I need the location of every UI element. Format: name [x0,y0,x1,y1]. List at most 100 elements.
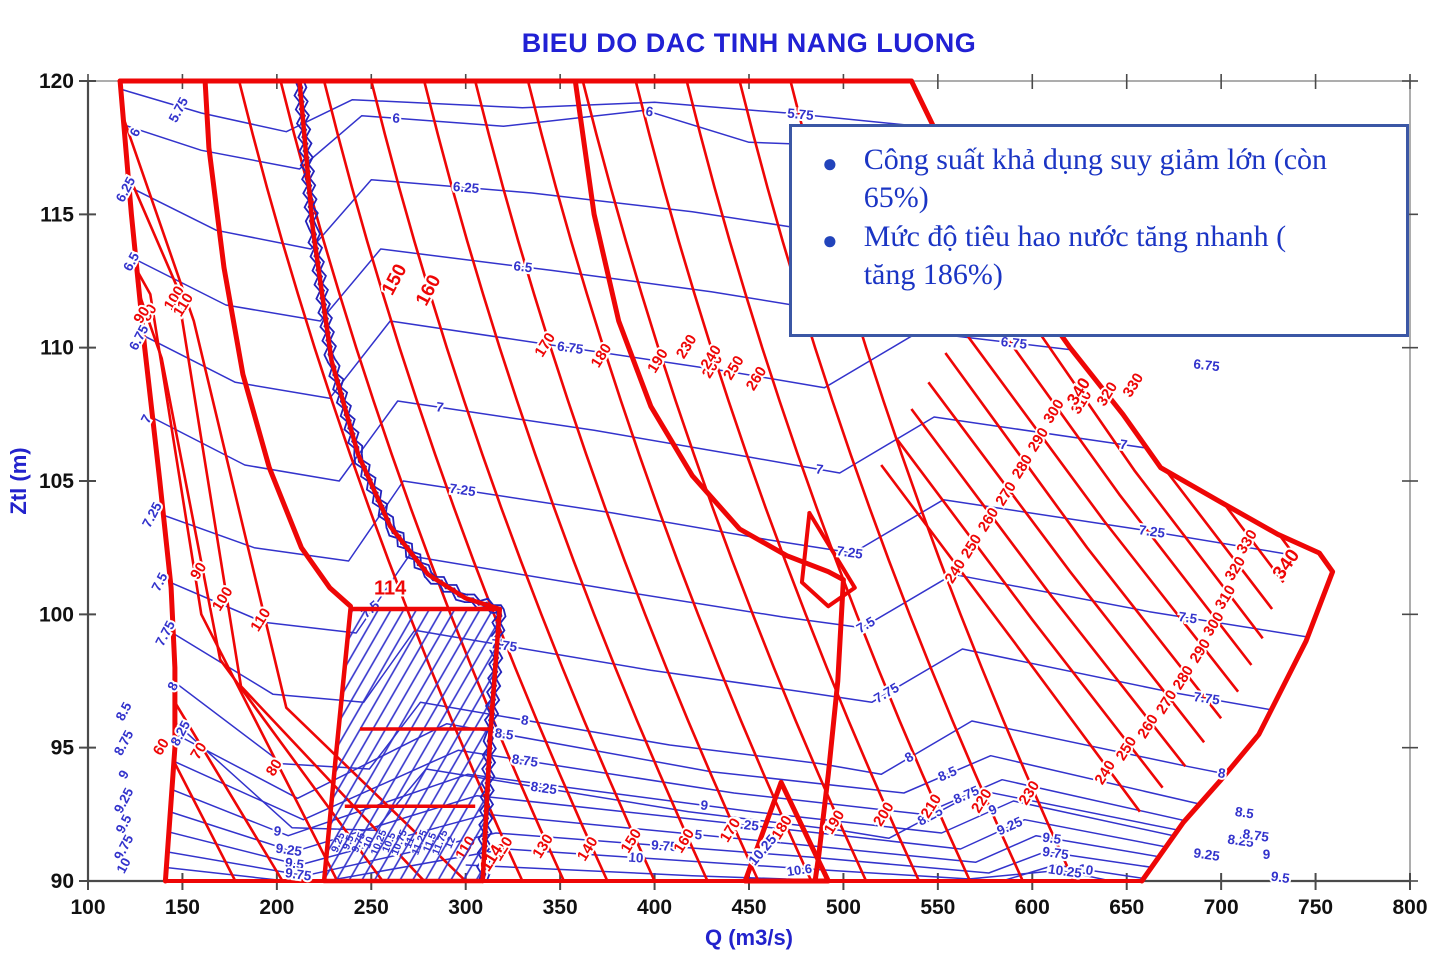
blue-contour-label: 9.25 [732,816,760,834]
red-contour-label: 190 [644,346,672,376]
blue-contour-label: 9 [700,797,709,813]
annotation-bullet-1: ● Công suất khả dụng suy giảm lớn (còn 6… [808,141,1398,218]
blue-contour-label: 8.25 [1227,832,1256,851]
blue-contour-label: 7.25 [836,543,865,562]
x-tick-label: 600 [1015,896,1050,919]
boundary-zone2-edge [202,78,353,609]
boundary-triangle-zone [742,779,831,884]
y-axis-title: Ztl (m) [6,447,31,515]
blue-contour-label: 9.25 [111,785,137,816]
y-tick-label: 115 [40,203,74,226]
red-contour-label: 290 [1025,425,1053,455]
red-contour-label: 110 [247,605,274,635]
blue-contour-label: 6.75 [556,338,585,357]
y-tick-label: 90 [51,870,74,893]
red-contour-label: 260 [975,505,1003,535]
y-tick-label: 100 [39,603,74,626]
blue-contour-label: 7.75 [1193,689,1222,708]
red-extra-label: 250 [720,353,748,383]
x-tick-label: 700 [1204,896,1239,919]
bullet-dot-icon: ● [822,149,838,178]
blue-contour-label: 9.5 [683,826,704,843]
red-contour-label: 280 [1170,663,1198,693]
blue-contour-label: 9 [115,768,132,782]
boundary-left-zone-edge [117,78,178,884]
blue-contour-label: 9.25 [1193,845,1222,864]
blue-contour-label: 9.5 [1270,869,1291,887]
blue-contour-label: 9.75 [1042,844,1071,863]
red-extra-label: 160 [412,271,445,309]
red-extra-label: 260 [743,363,771,393]
x-tick-label: 250 [354,896,389,919]
blue-contour-label: 7.25 [1138,522,1167,541]
blue-contour-label: 9.25 [275,841,304,860]
blue-contour-label: 9.75 [651,837,679,854]
blue-contour-label: 6 [392,110,401,126]
blue-contour-label: 7 [1119,437,1129,453]
red-contour-label: 260 [1134,711,1162,741]
red-contour-label: 280 [1009,452,1037,482]
red-contour-label: 330 [1120,370,1148,400]
blue-contour-label: 9 [273,823,283,839]
x-axis-title: Q (m3/s) [704,925,794,950]
boundary-pocket [799,511,857,609]
blue-contour-label: 6 [645,104,655,120]
red-contour-label: 90 [187,559,210,582]
blue-contour-label: 8.75 [511,751,540,770]
x-tick-label: 300 [448,896,483,919]
blue-contour-label: 7.75 [871,680,902,707]
blue-extra-label: 10.6 [786,861,813,879]
red-extra-label: 114 [374,577,407,599]
blue-contour-label: 8.5 [1234,804,1255,822]
blue-contour-label: 8.75 [1242,826,1271,845]
x-tick-label: 750 [1298,896,1333,919]
blue-contour-label: 10 [1077,861,1094,878]
blue-contour-label: 9.5 [1041,830,1062,848]
red-contour-label: 270 [1153,687,1181,717]
red-contour-label: 300 [1200,609,1228,639]
blue-contour-label: 10 [628,850,644,866]
tick-labels: 100 150 200 250 300 350 400 450 500 550 600 650 700 7… [39,70,1428,919]
y-tick-label: 105 [39,470,74,493]
red-contour-label: 330 [1233,527,1261,557]
x-tick-label: 550 [920,896,955,919]
red-contour-label: 270 [992,479,1020,509]
red-contour-label: 310 [1212,582,1240,612]
blue-contour-label: 7.5 [1177,609,1198,627]
red-contour-label: 180 [588,340,616,370]
restricted-zone-hatch [321,606,502,884]
red-contour-label: 250 [958,531,986,561]
x-tick-label: 800 [1392,896,1427,919]
red-contour-label: 170 [531,330,559,360]
blue-contour-label: 9.5 [113,812,135,836]
blue-contour-label: 7 [815,461,825,477]
blue-contour-label: 6.5 [513,258,534,275]
annotation-bullet-2: ● Mức độ tiêu hao nước tăng nhanh ( tăng… [808,218,1398,295]
blue-contour-label: 7.25 [449,481,478,500]
annotation-bullet-list: ● Công suất khả dụng suy giảm lớn (còn 6… [808,141,1398,295]
bullet-dot-icon: ● [822,225,838,255]
red-contour-label: 240 [941,556,969,586]
blue-contour-label: 8.5 [494,725,515,743]
blue-contour-label: 6.25 [452,179,480,196]
blue-contour-label: 6.75 [1193,356,1221,374]
blue-contour-label: 9 [1263,847,1271,862]
blue-contour-label: 9.25 [995,814,1026,839]
red-contour-label: 320 [1222,554,1250,584]
x-tick-label: 500 [826,896,861,919]
boundary-zone3-edge [572,78,846,884]
x-tick-label: 650 [1109,896,1144,919]
x-tick-label: 400 [637,896,672,919]
x-tick-label: 150 [165,896,200,919]
blue-contour-label: 8 [1217,765,1227,781]
blue-contour-label: 8.25 [530,779,559,798]
annotation-box: ● Công suất khả dụng suy giảm lớn (còn 6… [789,124,1409,337]
annotation-bullet-1-text: Công suất khả dụng suy giảm lớn (còn 65%… [863,143,1328,215]
red-contour-label: 290 [1186,636,1214,666]
red-extra-label: 230 [673,331,701,361]
blue-contour-label: 6.75 [1000,334,1028,352]
blue-contour-label: 9.5 [284,855,305,873]
blue-contour-label: 7 [435,399,445,415]
y-tick-label: 120 [39,70,74,93]
annotation-bullet-2-text: Mức độ tiêu hao nước tăng nhanh ( tăng 1… [863,219,1287,292]
